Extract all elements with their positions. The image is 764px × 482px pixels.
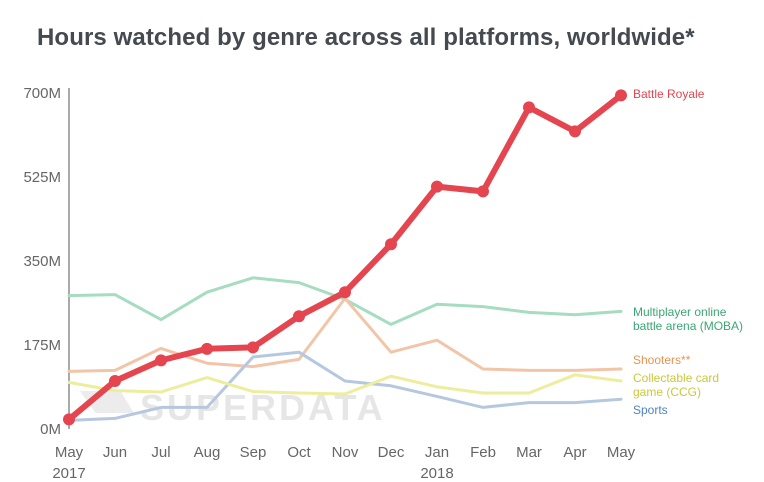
x-tick-label: May [607, 444, 636, 461]
series-point [339, 286, 351, 299]
x-tick-label: Jul [151, 444, 170, 461]
legend: Multiplayer online battle arena (MOBA) Sho… [633, 87, 743, 417]
x-tick-label: Feb [470, 444, 496, 461]
legend-label: Collectable card game (CCG) [633, 371, 719, 399]
legend-label: Battle Royale [633, 87, 705, 101]
legend-label-line: Multiplayer online [633, 305, 727, 319]
x-tick-label: Aug [194, 444, 221, 461]
legend-label: Sports [633, 403, 668, 417]
series-line [67, 276, 623, 326]
series-line [67, 296, 623, 373]
x-tick-label: Jun [103, 444, 127, 461]
legend-label-line: game (CCG) [633, 385, 701, 399]
x-tick-label: Dec [378, 444, 405, 461]
series-point [477, 185, 489, 198]
series-point [247, 341, 259, 354]
y-tick-label: 0M [40, 421, 61, 438]
x-tick-label: Apr [563, 444, 586, 461]
legend-label: Multiplayer online battle arena (MOBA) [633, 305, 743, 333]
legend-label-line: battle arena (MOBA) [633, 319, 743, 333]
series-lines [63, 89, 627, 426]
y-tick-label: 700M [23, 85, 61, 102]
series-point [431, 180, 443, 193]
series-point [109, 375, 121, 387]
x-year-label: 2018 [420, 465, 453, 482]
series-line [67, 350, 623, 422]
x-tick-label: Nov [332, 444, 359, 461]
x-tick-label: Sep [240, 444, 267, 461]
x-tick-label: Jan [425, 444, 449, 461]
x-tick-label: Mar [516, 444, 542, 461]
series-point [63, 413, 75, 426]
y-tick-label: 525M [23, 169, 61, 186]
y-tick-label: 350M [23, 253, 61, 270]
series-point [293, 310, 305, 323]
legend-label-line: Collectable card [633, 371, 719, 385]
series-point [155, 354, 167, 367]
legend-label-line: Battle Royale [633, 87, 705, 101]
series-point [569, 125, 581, 138]
series-point [615, 89, 627, 102]
legend-label: Shooters** [633, 353, 691, 367]
series-point [385, 238, 397, 251]
x-tick-label: May [55, 444, 84, 461]
chart-title: Hours watched by genre across all platfo… [37, 24, 695, 51]
legend-label-line: Shooters** [633, 353, 691, 367]
axes: 0M 175M 350M 525M 700M May Jun Jul Aug Sep Oct Nov D… [23, 85, 635, 482]
y-tick-label: 175M [23, 337, 61, 354]
x-year-label: 2017 [52, 465, 85, 482]
legend-label-line: Sports [633, 403, 668, 417]
series-line [67, 373, 623, 396]
series-point [523, 101, 535, 114]
series-point [201, 342, 213, 355]
x-tick-label: Oct [287, 444, 311, 461]
